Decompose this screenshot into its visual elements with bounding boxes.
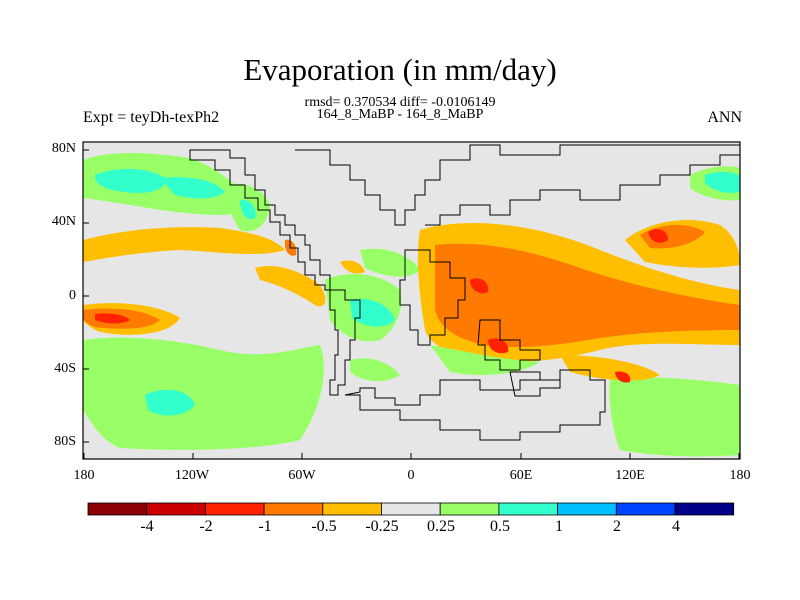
colorbar-swatch — [322, 502, 382, 516]
coastline-australia — [509, 371, 561, 397]
field-green — [350, 358, 400, 382]
stats-line: rmsd= 0.370534 diff= -0.0106149 — [304, 95, 496, 110]
colorbar — [87, 502, 735, 516]
field-orange-light — [560, 355, 660, 381]
colorbar-swatch — [263, 502, 324, 516]
x-tick-label: 60E — [509, 468, 533, 483]
colorbar-label: 2 — [613, 518, 621, 535]
x-tick-label: 0 — [407, 468, 415, 483]
colorbar-swatch — [204, 502, 265, 516]
field-red — [470, 278, 489, 294]
colorbar-swatch — [498, 502, 558, 516]
colorbar-label: -1 — [258, 518, 272, 535]
x-tick-label: 120E — [615, 468, 645, 483]
colorbar-label: -4 — [140, 518, 154, 535]
colorbar-swatch — [615, 502, 676, 516]
colorbar-label: 0.25 — [427, 518, 455, 535]
colorbar-label: 1 — [555, 518, 563, 535]
colorbar-swatch — [381, 502, 441, 516]
tick-marks — [83, 149, 740, 459]
colorbar-label: 4 — [672, 518, 680, 535]
colorbar-swatch — [557, 502, 617, 516]
y-tick-label: 40S — [54, 361, 76, 376]
coastline-north-america — [189, 149, 331, 291]
field-green — [609, 377, 740, 457]
field-cyan — [350, 298, 395, 327]
field-orange-light — [340, 260, 365, 274]
field-orange-light — [255, 265, 326, 307]
field-cyan — [240, 199, 256, 220]
colorbar-label: -0.5 — [311, 518, 337, 535]
field-green — [83, 337, 324, 450]
field-cyan — [95, 168, 166, 194]
colorbar-swatch — [87, 502, 148, 516]
coastline-india — [477, 319, 541, 371]
x-tick-label: 120W — [174, 468, 210, 483]
colorbar-swatch — [439, 502, 500, 516]
coastline-antarctica — [344, 369, 606, 441]
x-tick-label: 180 — [729, 468, 751, 483]
colorbar-label: -2 — [199, 518, 213, 535]
experiment-label: Expt = teyDh-texPh2 — [83, 109, 220, 126]
y-tick-label: 40N — [51, 214, 76, 229]
map-title: Evaporation (in mm/day) — [243, 52, 557, 87]
field-cyan — [160, 177, 225, 199]
cases-line: 164_8_MaBP - 164_8_MaBP — [316, 107, 484, 122]
colorbar-label: 0.5 — [490, 518, 510, 535]
x-tick-label: 180 — [73, 468, 95, 483]
x-tick-label: 60W — [288, 468, 316, 483]
y-tick-label: 80S — [54, 434, 76, 449]
field-red — [488, 338, 509, 354]
season-label: ANN — [707, 109, 742, 126]
field-red — [648, 229, 668, 243]
field-red — [615, 371, 631, 383]
coastline-south-america — [329, 289, 361, 396]
field-orange — [435, 243, 740, 348]
colorbar-swatch — [674, 502, 735, 516]
field-red — [95, 313, 130, 324]
anomaly-fields — [83, 153, 740, 457]
field-cyan — [705, 172, 740, 193]
colorbar-label: -0.25 — [365, 518, 399, 535]
coastline-europe-asia — [425, 154, 740, 226]
colorbar-swatch — [146, 502, 206, 516]
field-cyan — [145, 389, 195, 416]
y-tick-label: 0 — [69, 288, 76, 303]
coastline-arctic — [295, 144, 740, 226]
y-tick-label: 80N — [51, 141, 76, 156]
field-orange-light — [83, 227, 285, 262]
coastline-africa — [399, 249, 466, 346]
coastlines — [189, 144, 740, 441]
